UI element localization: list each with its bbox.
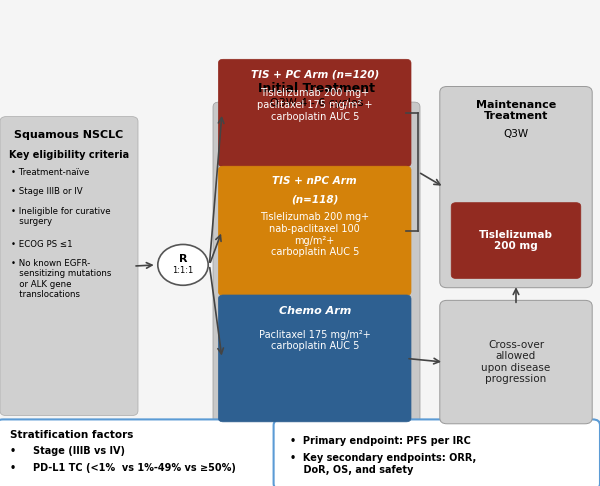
FancyBboxPatch shape (218, 59, 411, 167)
FancyBboxPatch shape (218, 295, 411, 422)
Text: • ECOG PS ≤1: • ECOG PS ≤1 (11, 240, 73, 249)
FancyBboxPatch shape (0, 419, 283, 486)
Text: Maintenance
Treatment: Maintenance Treatment (476, 100, 556, 121)
Text: Tislelizumab 200 mg+
nab-paclitaxel 100
mg/m²+
carboplatin AUC 5: Tislelizumab 200 mg+ nab-paclitaxel 100 … (260, 212, 369, 257)
Text: Chemo Arm: Chemo Arm (278, 306, 351, 316)
Text: Key eligibility criteria: Key eligibility criteria (9, 150, 129, 160)
Text: •     PD-L1 TC (<1%  vs 1%-49% vs ≥50%): • PD-L1 TC (<1% vs 1%-49% vs ≥50%) (10, 463, 236, 473)
Text: (n=118): (n=118) (291, 194, 338, 205)
Text: •     Stage (IIIB vs IV): • Stage (IIIB vs IV) (10, 446, 125, 456)
Text: •  Key secondary endpoints: ORR,
    DoR, OS, and safety: • Key secondary endpoints: ORR, DoR, OS,… (290, 453, 476, 475)
Text: Tislelizumab 200 mg+
paclitaxel 175 mg/m² +
carboplatin AUC 5: Tislelizumab 200 mg+ paclitaxel 175 mg/m… (257, 88, 373, 122)
Text: • Stage IIIB or IV: • Stage IIIB or IV (11, 187, 82, 196)
FancyBboxPatch shape (218, 166, 411, 295)
FancyBboxPatch shape (274, 419, 600, 486)
FancyBboxPatch shape (440, 87, 592, 288)
Text: Initial Treatment: Initial Treatment (258, 82, 375, 95)
Text: Cross-over
allowed
upon disease
progression: Cross-over allowed upon disease progress… (481, 340, 551, 384)
Text: • Treatment-naïve: • Treatment-naïve (11, 168, 89, 177)
Text: Tislelizumab
200 mg: Tislelizumab 200 mg (479, 230, 553, 251)
Text: Paclitaxel 175 mg/m²+
carboplatin AUC 5: Paclitaxel 175 mg/m²+ carboplatin AUC 5 (259, 330, 371, 351)
Text: Q3W: Q3W (503, 129, 529, 139)
Text: TIS + nPC Arm: TIS + nPC Arm (272, 176, 357, 186)
Text: Squamous NSCLC: Squamous NSCLC (14, 130, 124, 140)
Text: Stratification factors: Stratification factors (10, 430, 134, 440)
Text: TIS + PC Arm (n=120): TIS + PC Arm (n=120) (251, 69, 379, 79)
FancyBboxPatch shape (0, 117, 138, 416)
Text: Q3W 4 - 6 cycles: Q3W 4 - 6 cycles (270, 98, 363, 108)
Circle shape (158, 244, 208, 285)
Text: 1:1:1: 1:1:1 (172, 266, 194, 275)
Text: • Ineligible for curative
   surgery: • Ineligible for curative surgery (11, 207, 110, 226)
Text: • No known EGFR-
   sensitizing mutations
   or ALK gene
   translocations: • No known EGFR- sensitizing mutations o… (11, 259, 111, 299)
FancyBboxPatch shape (440, 300, 592, 424)
FancyBboxPatch shape (451, 203, 581, 278)
Text: R: R (179, 254, 187, 264)
Text: •  Primary endpoint: PFS per IRC: • Primary endpoint: PFS per IRC (290, 436, 470, 446)
FancyBboxPatch shape (213, 102, 420, 430)
